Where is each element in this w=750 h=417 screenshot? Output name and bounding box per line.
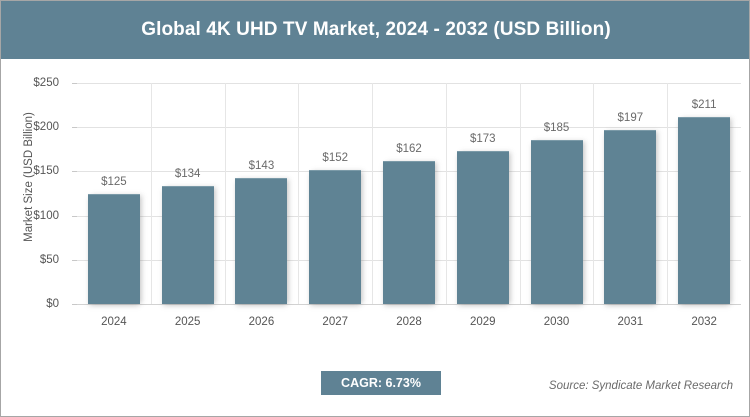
bar-value-label: $162 — [396, 142, 422, 155]
gridline-vertical — [225, 83, 226, 304]
bar-2030[interactable] — [530, 140, 583, 304]
x-axis-label-2027: 2027 — [322, 316, 349, 328]
x-axis-label-2028: 2028 — [396, 316, 422, 328]
bar-2027[interactable] — [309, 169, 362, 304]
bar-value-label: $134 — [174, 167, 201, 180]
gridline-vertical — [593, 83, 594, 304]
gridline-vertical — [667, 83, 668, 304]
y-axis-tick-label: $150 — [33, 165, 59, 178]
bar-2032[interactable] — [678, 117, 731, 304]
gridline-horizontal — [77, 83, 741, 84]
y-axis-tick-label: $100 — [33, 209, 59, 222]
x-axis-label-2026: 2026 — [248, 316, 275, 328]
bar-2026[interactable] — [235, 177, 288, 304]
chart-footer: CAGR: 6.73% Source: Syndicate Market Res… — [1, 359, 749, 416]
bar-2024[interactable] — [87, 193, 140, 304]
plot-area: $0 $50 $100 $150 $200 $250 $125 2024 $134 2025 $14… — [33, 77, 741, 328]
bar-2029[interactable] — [456, 151, 509, 304]
y-axis-tick-label: $0 — [46, 298, 59, 310]
source-note: Source: Syndicate Market Research — [548, 380, 733, 392]
x-axis-label-2031: 2031 — [617, 316, 644, 328]
gridline-horizontal — [77, 127, 741, 129]
y-axis-tick-mark — [72, 304, 77, 305]
gridline-vertical — [446, 83, 447, 304]
gridline-horizontal — [77, 304, 741, 305]
bar-2028[interactable] — [383, 160, 435, 304]
chart-header-bar: Global 4K UHD TV Market, 2024 - 2032 (US… — [1, 1, 749, 59]
page-title: Global 4K UHD TV Market, 2024 - 2032 (US… — [141, 19, 611, 40]
y-axis-tick-mark — [72, 171, 77, 173]
x-axis-label-2029: 2029 — [469, 316, 496, 328]
bar-value-label: $197 — [617, 111, 644, 124]
y-axis-tick-label: $200 — [33, 121, 59, 134]
cagr-badge: CAGR: 6.73% — [321, 371, 441, 395]
y-axis-tick-mark — [72, 127, 77, 129]
x-axis-label-2024: 2024 — [101, 316, 127, 328]
y-axis-tick-mark — [72, 83, 77, 84]
bar-value-label: $173 — [469, 133, 496, 146]
bar-value-label: $152 — [322, 151, 349, 164]
bar-value-label: $125 — [101, 175, 127, 188]
bar-value-label: $211 — [691, 99, 717, 112]
gridline-vertical — [520, 83, 521, 304]
bar-value-label: $185 — [543, 122, 570, 135]
x-axis-label-2025: 2025 — [174, 316, 201, 328]
x-axis-label-2032: 2032 — [691, 316, 717, 328]
gridline-vertical — [298, 83, 299, 304]
y-axis-tick-mark — [72, 215, 77, 217]
bar-2025[interactable] — [161, 185, 214, 304]
y-axis-tick-mark — [72, 259, 77, 261]
bar-value-label: $143 — [248, 159, 275, 172]
bar-2031[interactable] — [604, 129, 657, 304]
gridline-vertical — [151, 83, 152, 304]
x-axis-label-2030: 2030 — [543, 316, 570, 328]
y-axis-tick-label: $50 — [39, 253, 59, 266]
gridline-vertical — [372, 83, 373, 304]
plot-wrapper: Market Size (USD Billion) $0 $50 $100 $150 $… — [1, 59, 749, 359]
y-axis-tick-label: $250 — [33, 77, 59, 89]
